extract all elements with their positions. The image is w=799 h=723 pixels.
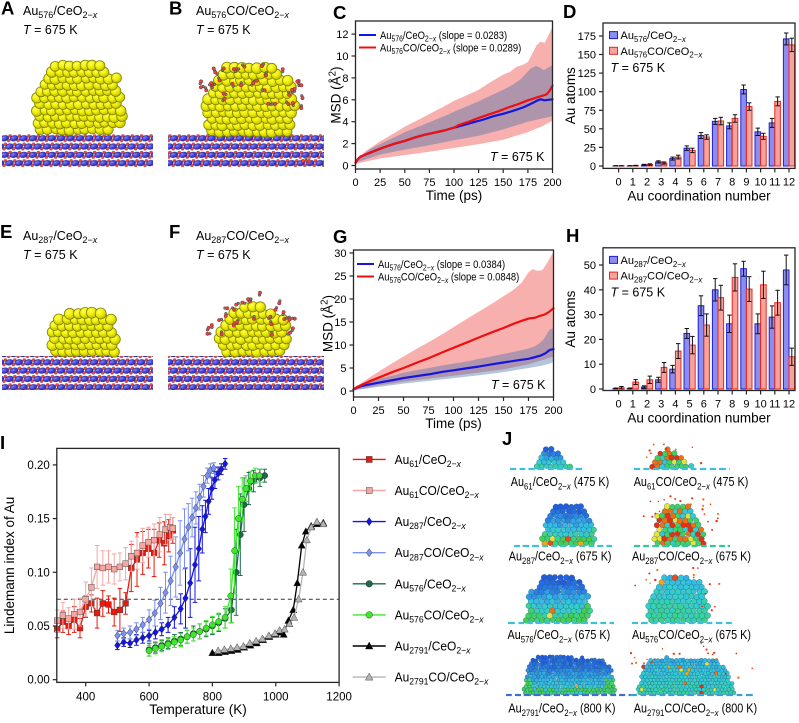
svg-text:100: 100: [578, 87, 596, 99]
svg-text:1: 1: [630, 176, 636, 188]
svg-text:5: 5: [340, 363, 346, 375]
svg-text:0.00: 0.00: [27, 675, 49, 687]
svg-text:400: 400: [76, 691, 95, 703]
svg-text:0: 0: [590, 161, 596, 173]
svg-text:T = 675 K: T = 675 K: [490, 150, 545, 164]
svg-text:175: 175: [578, 31, 596, 43]
svg-text:J: J: [502, 428, 512, 449]
svg-text:2: 2: [644, 399, 650, 411]
svg-text:175: 175: [519, 405, 537, 417]
svg-text:0.15: 0.15: [27, 514, 49, 526]
svg-text:8: 8: [729, 399, 735, 411]
svg-text:25: 25: [584, 142, 596, 154]
svg-text:T = 675 K: T = 675 K: [23, 23, 78, 37]
svg-text:8: 8: [729, 176, 735, 188]
svg-text:E: E: [0, 221, 12, 242]
svg-text:Au atoms: Au atoms: [563, 290, 578, 347]
svg-text:F: F: [169, 221, 180, 242]
svg-text:200: 200: [544, 405, 562, 417]
svg-text:25: 25: [372, 405, 384, 417]
svg-text:G: G: [333, 226, 347, 247]
svg-text:150: 150: [494, 177, 512, 189]
svg-text:10: 10: [754, 176, 766, 188]
svg-text:150: 150: [494, 405, 512, 417]
svg-text:B: B: [169, 0, 182, 19]
svg-text:D: D: [563, 1, 576, 22]
svg-text:200: 200: [543, 177, 561, 189]
svg-text:0: 0: [350, 405, 356, 417]
svg-text:1200: 1200: [326, 691, 352, 703]
svg-text:12: 12: [783, 399, 795, 411]
svg-text:2: 2: [342, 139, 348, 151]
svg-text:12: 12: [336, 29, 348, 41]
svg-text:10: 10: [334, 340, 346, 352]
svg-text:10: 10: [336, 51, 348, 63]
svg-text:50: 50: [399, 177, 411, 189]
svg-text:Time (ps): Time (ps): [425, 416, 482, 431]
svg-text:6: 6: [701, 176, 707, 188]
svg-text:1000: 1000: [263, 691, 289, 703]
svg-text:11: 11: [769, 399, 780, 411]
svg-text:H: H: [566, 225, 579, 246]
svg-text:3: 3: [658, 399, 664, 411]
svg-text:5: 5: [687, 399, 693, 411]
svg-text:3: 3: [658, 176, 664, 188]
svg-text:0: 0: [352, 177, 358, 189]
svg-text:0: 0: [342, 161, 348, 173]
svg-text:0: 0: [590, 384, 596, 396]
svg-text:5: 5: [687, 176, 693, 188]
svg-text:175: 175: [519, 177, 537, 189]
svg-text:20: 20: [334, 294, 346, 306]
svg-text:2: 2: [644, 176, 650, 188]
svg-text:T = 675 K: T = 675 K: [23, 248, 78, 262]
svg-text:1: 1: [630, 399, 636, 411]
svg-text:Lindemann index of Au: Lindemann index of Au: [2, 497, 17, 634]
svg-text:0: 0: [340, 386, 346, 398]
svg-text:4: 4: [672, 399, 678, 411]
svg-text:20: 20: [584, 334, 596, 346]
svg-text:75: 75: [584, 105, 596, 117]
svg-text:T = 675 K: T = 675 K: [196, 248, 251, 262]
svg-text:7: 7: [715, 176, 721, 188]
svg-text:7: 7: [715, 399, 721, 411]
svg-text:25: 25: [374, 177, 386, 189]
svg-text:Au coordination number: Au coordination number: [627, 188, 771, 203]
svg-text:Time (ps): Time (ps): [426, 188, 483, 203]
svg-text:50: 50: [584, 260, 596, 272]
svg-text:50: 50: [397, 405, 409, 417]
svg-text:Au atoms: Au atoms: [563, 67, 578, 124]
svg-text:T = 675 K: T = 675 K: [196, 23, 251, 37]
svg-text:0.10: 0.10: [27, 567, 49, 579]
svg-text:9: 9: [743, 176, 749, 188]
svg-text:30: 30: [334, 248, 346, 260]
svg-text:125: 125: [578, 68, 596, 80]
svg-text:50: 50: [584, 124, 596, 136]
svg-text:0.20: 0.20: [27, 460, 49, 472]
svg-text:0.05: 0.05: [27, 621, 49, 633]
svg-text:T = 675 K: T = 675 K: [611, 286, 666, 300]
svg-text:0: 0: [616, 399, 622, 411]
svg-text:40: 40: [584, 285, 596, 297]
svg-text:30: 30: [584, 310, 596, 322]
svg-text:10: 10: [584, 359, 596, 371]
svg-text:4: 4: [672, 176, 678, 188]
svg-text:T = 675 K: T = 675 K: [491, 378, 546, 392]
svg-text:25: 25: [334, 271, 346, 283]
svg-text:10: 10: [754, 399, 766, 411]
svg-text:I: I: [0, 432, 5, 453]
svg-text:6: 6: [701, 399, 707, 411]
svg-text:Au coordination number: Au coordination number: [627, 411, 771, 426]
svg-text:C: C: [333, 2, 346, 23]
svg-text:0: 0: [616, 176, 622, 188]
svg-text:11: 11: [769, 176, 780, 188]
svg-text:15: 15: [334, 317, 346, 329]
svg-text:150: 150: [578, 50, 596, 62]
svg-text:9: 9: [743, 399, 749, 411]
svg-text:T = 675 K: T = 675 K: [611, 61, 666, 75]
svg-text:A: A: [1, 0, 14, 19]
svg-text:Temperature (K): Temperature (K): [149, 702, 247, 717]
svg-text:12: 12: [783, 176, 795, 188]
